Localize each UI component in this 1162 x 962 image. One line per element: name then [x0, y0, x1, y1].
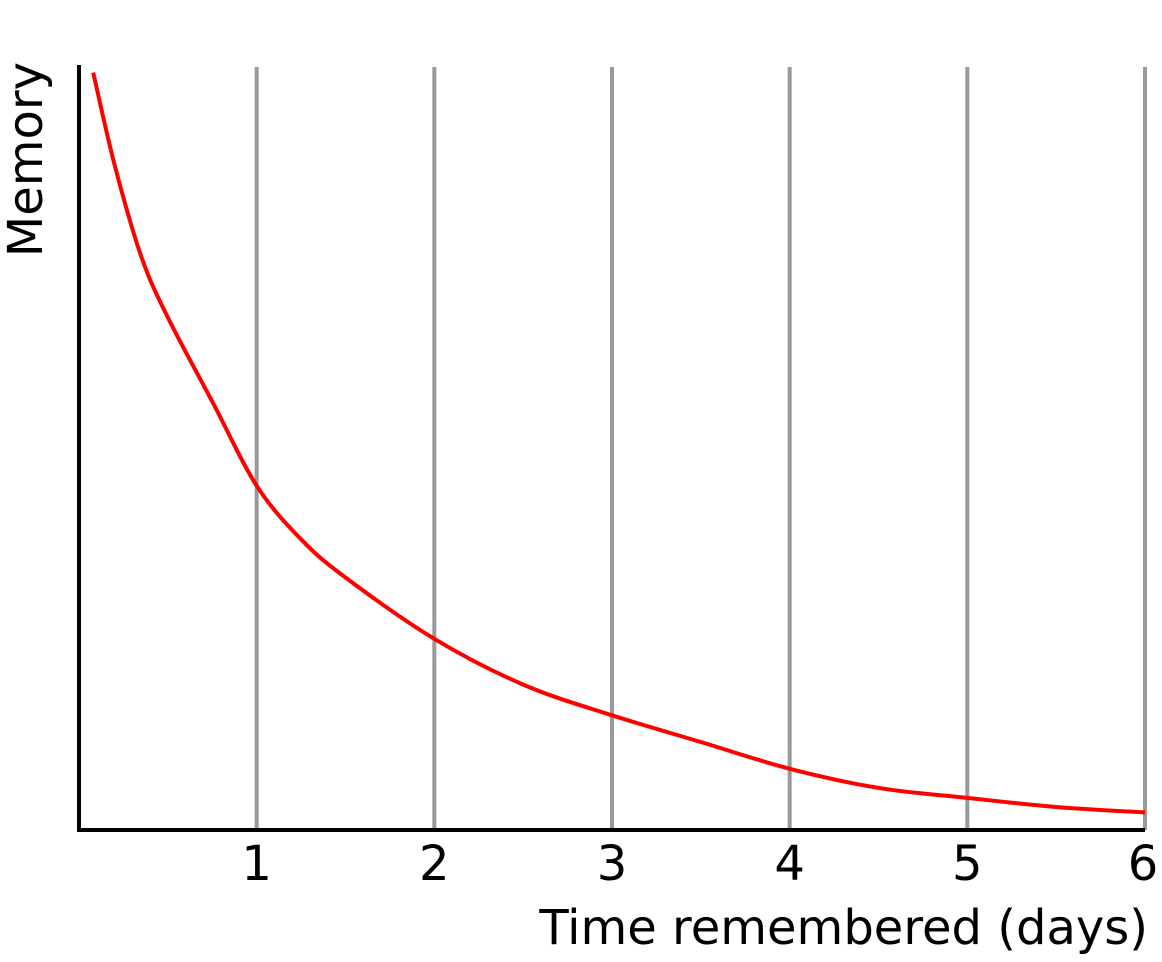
x-tick-label-6: 6 [1128, 836, 1159, 892]
y-axis-title: Memory [0, 62, 54, 257]
axes [77, 65, 1145, 832]
memory-curve [91, 72, 1146, 815]
x-tick-label-2: 2 [419, 836, 450, 892]
x-tick-label-5: 5 [952, 836, 983, 892]
x-axis-title: Time remembered (days) [538, 900, 1148, 956]
x-tick-label-3: 3 [597, 836, 628, 892]
x-tick-label-4: 4 [774, 836, 805, 892]
grid-lines [254, 67, 1147, 830]
x-tick-labels: 1 2 3 4 5 6 [241, 836, 1158, 892]
x-tick-label-1: 1 [241, 836, 272, 892]
